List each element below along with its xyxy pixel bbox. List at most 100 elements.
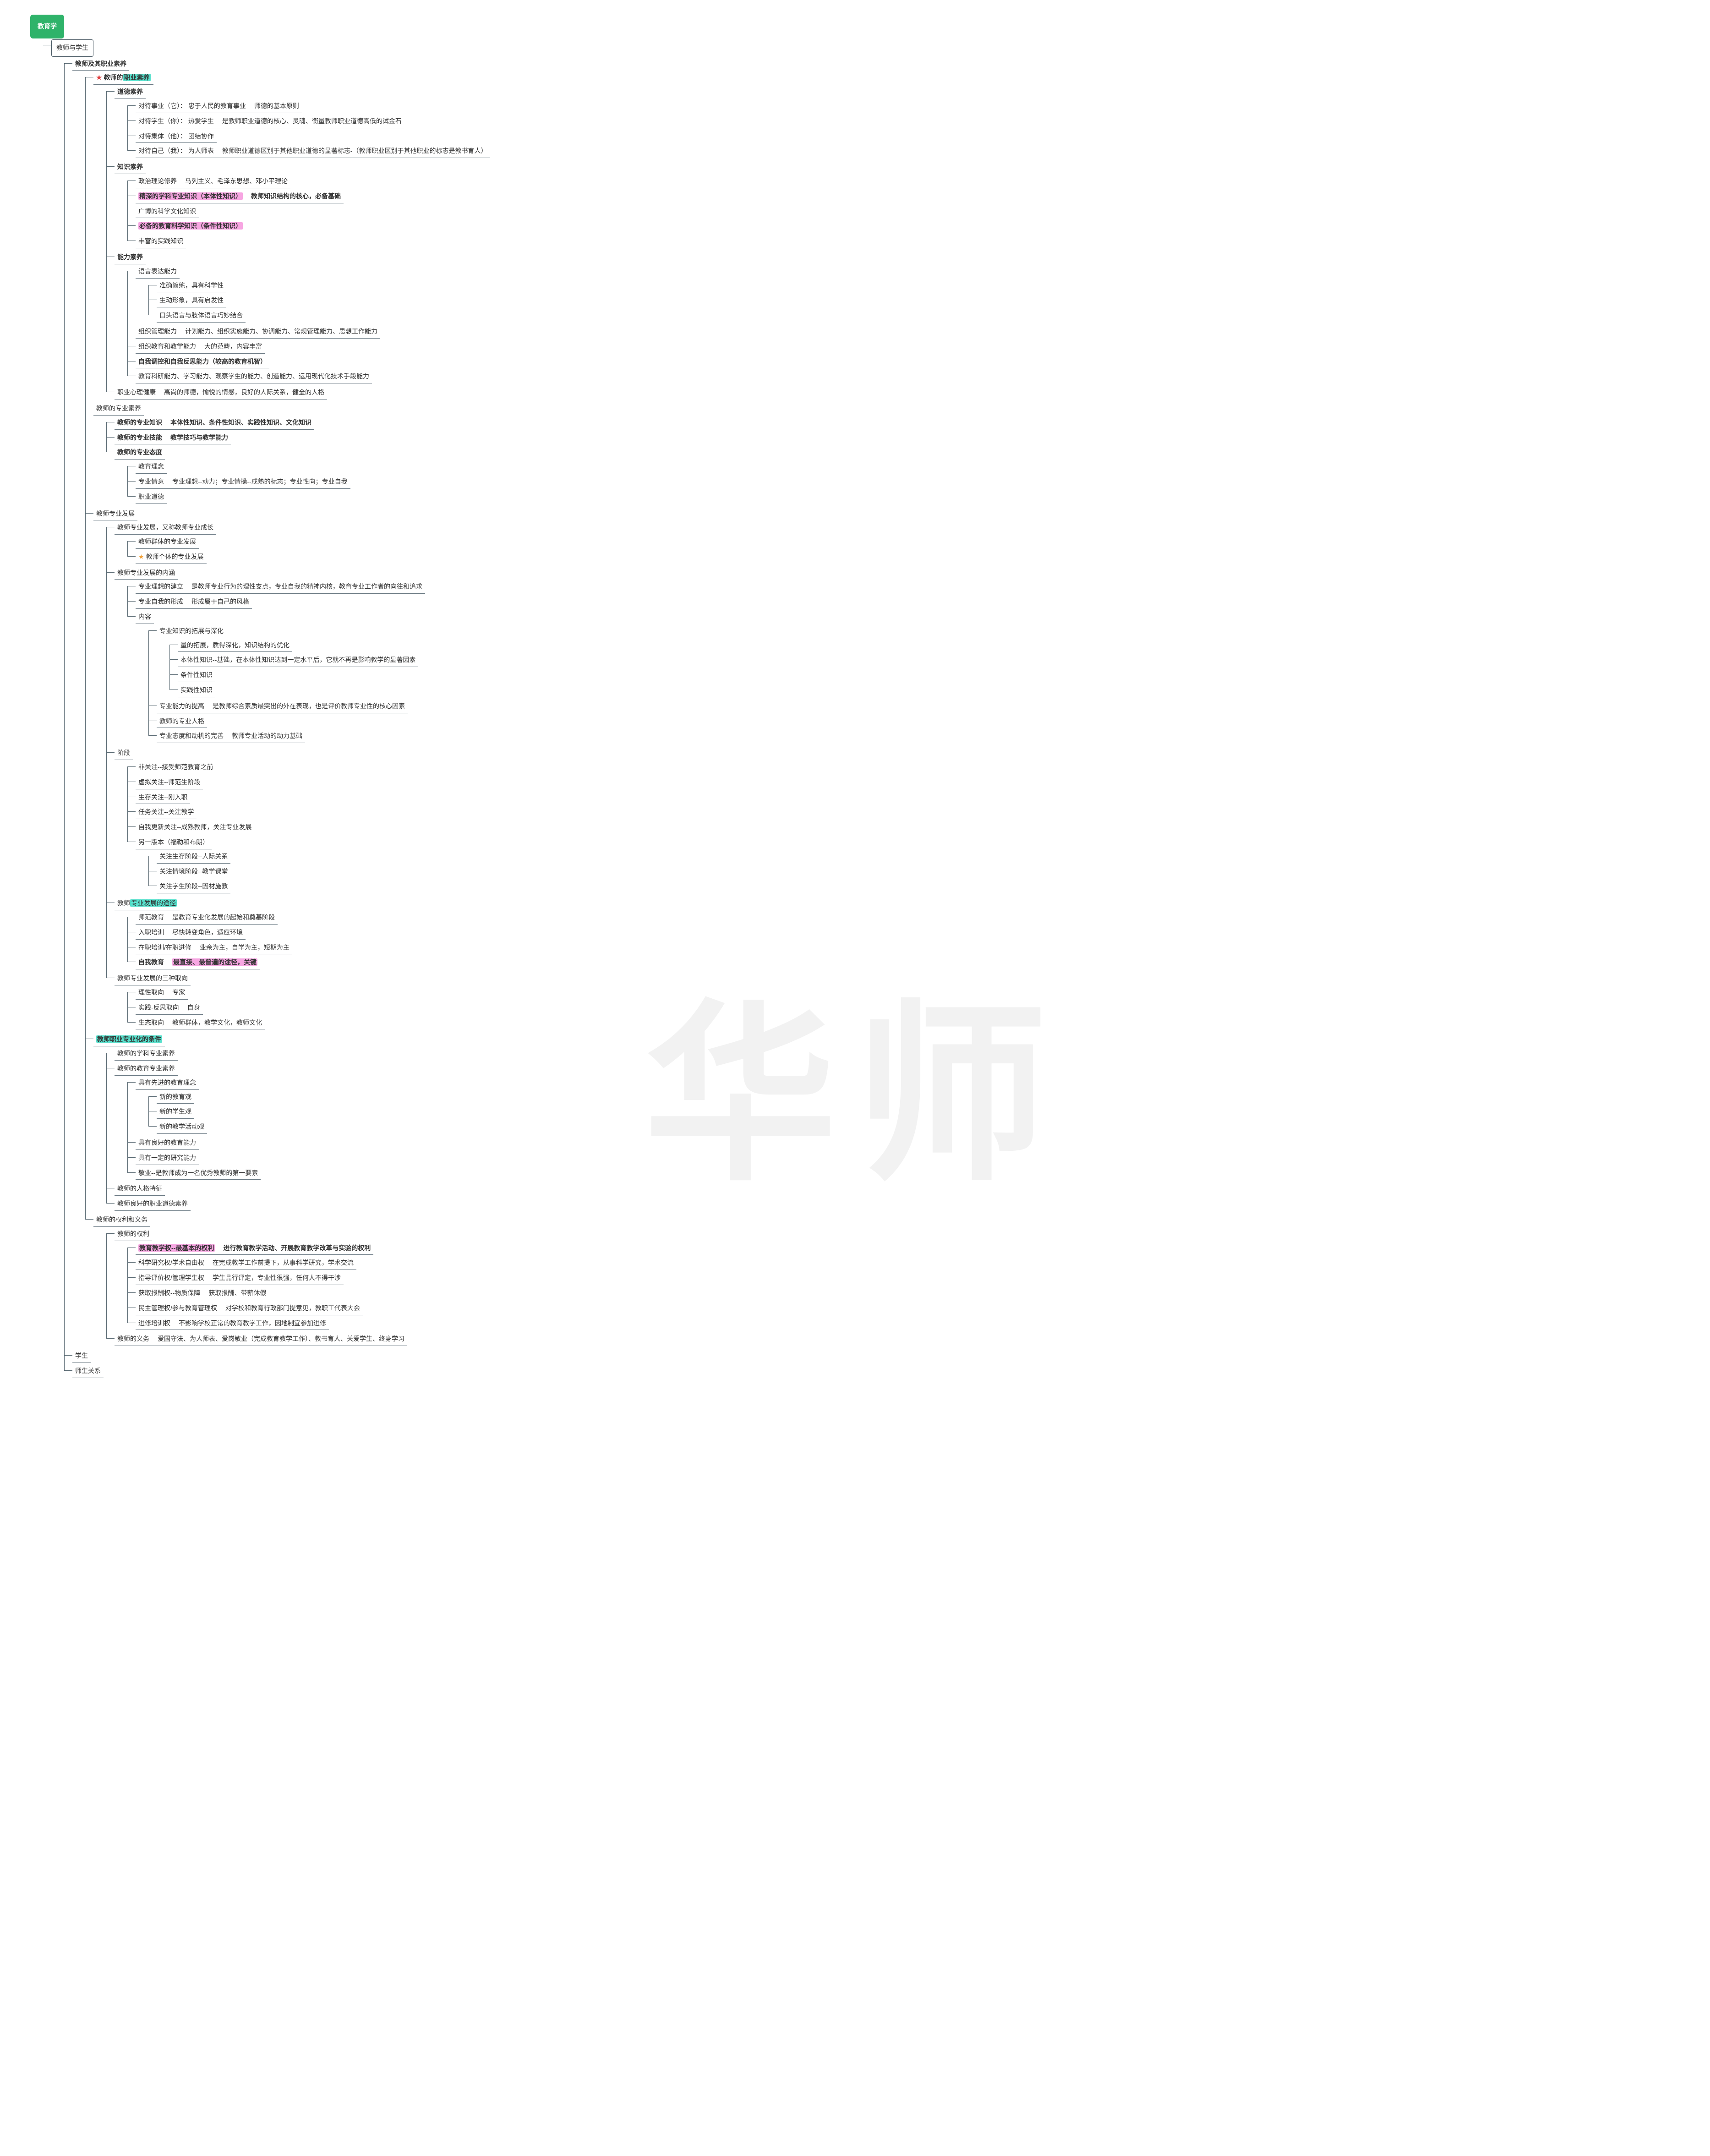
tree-node: 自我调控和自我反思能力（较高的教育机智） [127, 355, 1696, 370]
node-label: 教师的专业人格 [157, 715, 207, 728]
node-label: 指导评价权/管理学生权学生品行评定，专业性很强，任何人不得干涉 [136, 1272, 344, 1285]
tree-node: 教师的职业素养道德素养对待事业（它）： 忠于人民的教育事业师德的基本原则对待学生… [85, 71, 1696, 401]
tree-node: 丰富的实践知识 [127, 234, 1696, 249]
node-desc: 教师职业道德区别于其他职业道德的显著标志-（教师职业区别于其他职业的标志是教书育… [222, 147, 487, 154]
tree-children: 教师与学生教师及其职业素养教师的职业素养道德素养对待事业（它）： 忠于人民的教育… [30, 38, 1696, 1380]
tree-node: 教师的教育专业素养具有先进的教育理念新的教育观新的学生观新的教学活动观具有良好的… [106, 1062, 1696, 1182]
tree-children: 量的拓展，质得深化，知识结构的优化本体性知识--基础，在本体性知识达到一定水平后… [157, 638, 1696, 698]
tree-children: 教师的职业素养道德素养对待事业（它）： 忠于人民的教育事业师德的基本原则对待学生… [72, 71, 1696, 1348]
tree-node: 政治理论修养马列主义、毛泽东思想、邓小平理论 [127, 174, 1696, 189]
node-label: 新的学生观 [157, 1105, 194, 1119]
tree-children: 师范教育是教育专业化发展的起始和奠基阶段入职培训尽快转变角色，适应环境在职培训/… [115, 910, 1696, 970]
node-label: 对待学生（你）： 热爱学生是教师职业道德的核心、灵魂、衡量教师职业道德高低的试金… [136, 115, 404, 128]
node-label: 教育科研能力、学习能力、观察学生的能力、创造能力、运用现代化技术手段能力 [136, 370, 372, 383]
tree-children: 教育教学权--最基本的权利进行教育教学活动、开展教育教学改革与实验的权利科学研究… [115, 1241, 1696, 1331]
tree-node: 教师群体的专业发展 [127, 535, 1696, 550]
tree-node: 指导评价权/管理学生权学生品行评定，专业性很强，任何人不得干涉 [127, 1271, 1696, 1286]
node-label: 阶段 [115, 747, 133, 760]
node-label: 教师专业发展的三种取向 [115, 972, 191, 985]
tree-node: 专业自我的形成形成属于自己的风格 [127, 595, 1696, 610]
tree-node: 教师的权利教育教学权--最基本的权利进行教育教学活动、开展教育教学改革与实验的权… [106, 1227, 1696, 1332]
node-desc: 教学技巧与教学能力 [170, 434, 228, 441]
tree-node: 专业情意专业理想--动力；专业情操--成熟的标志；专业性向；专业自我 [127, 475, 1696, 490]
node-desc: 学生品行评定，专业性很强，任何人不得干涉 [213, 1274, 341, 1281]
tree-node: 教师的专业知识本体性知识、条件性知识、实践性知识、文化知识 [106, 416, 1696, 431]
node-desc: 进行教育教学活动、开展教育教学改革与实验的权利 [223, 1244, 371, 1252]
tree-node: 学生 [64, 1349, 1696, 1364]
tree-children: 教师专业发展，又称教师专业成长教师群体的专业发展教师个体的专业发展教师专业发展的… [93, 520, 1696, 1031]
tree-node: 教师的人格特征 [106, 1182, 1696, 1197]
node-label: 口头语言与肢体语言巧妙结合 [157, 309, 246, 323]
node-label: 非关注--接受师范教育之前 [136, 761, 216, 774]
node-label: 教育学 [30, 15, 64, 38]
node-desc: 自身 [187, 1004, 200, 1011]
node-desc: 对学校和教育行政部门提意见，教职工代表大会 [225, 1304, 360, 1312]
tree-node: 教育教学权--最基本的权利进行教育教学活动、开展教育教学改革与实验的权利 [127, 1241, 1696, 1256]
tree-children: 专业理想的建立是教师专业行为的理性支点，专业自我的精神内核，教育专业工作者的向往… [115, 580, 1696, 745]
node-label: 教师的职业素养 [93, 71, 153, 85]
node-label: 新的教学活动观 [157, 1121, 207, 1134]
tree-children: 教师群体的专业发展教师个体的专业发展 [115, 535, 1696, 565]
tree-node: 组织教育和教学能力大的范畴，内容丰富 [127, 339, 1696, 355]
node-label: 教师专业发展的途径 [115, 897, 180, 910]
tree-node: 广博的科学文化知识 [127, 204, 1696, 219]
node-label: 民主管理权/参与教育管理权对学校和教育行政部门提意见，教职工代表大会 [136, 1302, 363, 1315]
node-label: 教育理念 [136, 460, 167, 474]
node-label: 专业态度和动机的完善教师专业活动的动力基础 [157, 730, 305, 743]
tree-node: 道德素养对待事业（它）： 忠于人民的教育事业师德的基本原则对待学生（你）： 热爱… [106, 85, 1696, 160]
tree-node: 专业态度和动机的完善教师专业活动的动力基础 [148, 729, 1696, 744]
tree-node: 教师的学科专业素养 [106, 1046, 1696, 1062]
node-label: 另一版本（福勒和布朗） [136, 836, 212, 849]
node-label: 道德素养 [115, 86, 146, 99]
node-label: 教师群体的专业发展 [136, 536, 199, 549]
node-label: 实践性知识 [178, 684, 215, 697]
node-label: 专业理想的建立是教师专业行为的理性支点，专业自我的精神内核，教育专业工作者的向往… [136, 580, 425, 594]
tree-node: 对待集体（他）： 团结协作 [127, 129, 1696, 144]
tree-node: 教育理念 [127, 460, 1696, 475]
tree-node: 关注情境阶段--教学课堂 [148, 865, 1696, 880]
tree-node: 入职培训尽快转变角色，适应环境 [127, 925, 1696, 941]
node-label: 知识素养 [115, 161, 146, 174]
node-desc: 业余为主，自学为主，短期为主 [200, 944, 290, 951]
tree-node: 任务关注--关注教学 [127, 805, 1696, 820]
node-label: 关注情境阶段--教学课堂 [157, 865, 230, 879]
tree-node: 专业理想的建立是教师专业行为的理性支点，专业自我的精神内核，教育专业工作者的向往… [127, 580, 1696, 595]
tree-node: 新的教学活动观 [148, 1120, 1696, 1135]
tree-node: 职业心理健康高尚的师德，愉悦的情感，良好的人际关系，健全的人格 [106, 385, 1696, 400]
tree-node: 另一版本（福勒和布朗）关注生存阶段--人际关系关注情境阶段--教学课堂关注学生阶… [127, 835, 1696, 895]
tree-node: 获取报酬权--物质保障获取报酬、带薪休假 [127, 1286, 1696, 1301]
tree-node: 教师专业发展的途径师范教育是教育专业化发展的起始和奠基阶段入职培训尽快转变角色，… [106, 896, 1696, 971]
tree-node: 职业道德 [127, 490, 1696, 505]
node-label: 教师专业发展，又称教师专业成长 [115, 521, 216, 535]
node-desc: 马列主义、毛泽东思想、邓小平理论 [185, 177, 288, 185]
tree-node: 教师及其职业素养教师的职业素养道德素养对待事业（它）： 忠于人民的教育事业师德的… [64, 57, 1696, 1349]
tree-node: 民主管理权/参与教育管理权对学校和教育行政部门提意见，教职工代表大会 [127, 1301, 1696, 1316]
node-desc: 爱国守法、为人师表、爱岗敬业（完成教育教学工作）、教书育人、关爱学生、终身学习 [158, 1335, 404, 1342]
tree-node: 在职培训/在职进修业余为主，自学为主，短期为主 [127, 941, 1696, 956]
tree-node: 条件性知识 [169, 668, 1696, 683]
tree-node: 关注学生阶段--因材施教 [148, 879, 1696, 894]
tree-node: 教师良好的职业道德素养 [106, 1197, 1696, 1212]
node-label: 内容 [136, 611, 154, 624]
node-label: 获取报酬权--物质保障获取报酬、带薪休假 [136, 1287, 269, 1300]
node-label: 在职培训/在职进修业余为主，自学为主，短期为主 [136, 941, 292, 955]
node-label: 生存关注--刚入职 [136, 791, 190, 804]
node-desc: 专家 [172, 989, 185, 996]
node-desc: 专业理想--动力；专业情操--成熟的标志；专业性向；专业自我 [172, 478, 348, 485]
tree-node: 实践-反思取向自身 [127, 1001, 1696, 1016]
tree-node: 教师的专业技能教学技巧与教学能力 [106, 431, 1696, 446]
node-label: 教师的学科专业素养 [115, 1047, 178, 1061]
node-label: 自我调控和自我反思能力（较高的教育机智） [136, 356, 269, 369]
tree-node: 理性取向专家 [127, 985, 1696, 1001]
node-label: 职业道德 [136, 491, 167, 504]
tree-node: 生存关注--刚入职 [127, 790, 1696, 805]
tree-node: 准确简练，具有科学性 [148, 279, 1696, 294]
node-label: 精深的学科专业知识（本体性知识）教师知识结构的核心，必备基础 [136, 190, 344, 203]
tree-node: 必备的教育科学知识（条件性知识） [127, 219, 1696, 234]
node-desc: 形成属于自己的风格 [191, 598, 249, 605]
node-label: 自我更新关注--成熟教师，关注专业发展 [136, 821, 254, 834]
tree-node: 实践性知识 [169, 683, 1696, 698]
node-label: 对待集体（他）： 团结协作 [136, 130, 217, 143]
tree-node: 对待事业（它）： 忠于人民的教育事业师德的基本原则 [127, 99, 1696, 114]
node-label: 丰富的实践知识 [136, 235, 186, 248]
